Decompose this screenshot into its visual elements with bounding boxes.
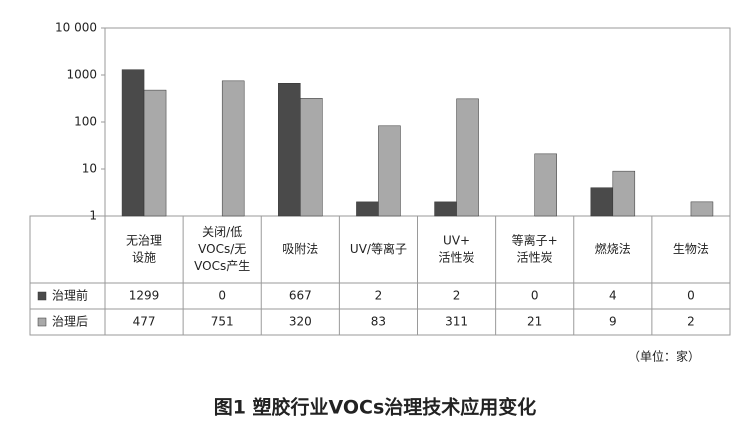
table-value: 4 <box>609 289 617 303</box>
bar <box>143 89 167 217</box>
bar <box>456 98 479 217</box>
plot-frame <box>104 27 731 217</box>
table-value: 0 <box>218 289 226 303</box>
y-tick-label: 10 <box>82 162 97 176</box>
table-value: 0 <box>687 289 695 303</box>
category-label: 等离子+ <box>512 233 558 248</box>
y-tick-label: 1 <box>89 209 97 223</box>
table-value: 83 <box>371 315 386 329</box>
table-value: 751 <box>211 315 234 329</box>
category-label: 燃烧法 <box>595 241 631 256</box>
legend-label: 治理后 <box>52 315 88 329</box>
y-tick-label: 1000 <box>66 68 97 82</box>
table-value: 311 <box>445 315 468 329</box>
table-value: 0 <box>531 289 539 303</box>
bar <box>534 153 557 217</box>
category-label: 吸附法 <box>282 242 318 256</box>
y-tick-label: 10 000 <box>55 21 97 35</box>
category-label: 活性炭 <box>517 251 553 265</box>
bar <box>612 170 636 217</box>
category-label: 关闭/低 <box>202 225 242 239</box>
category-label: 生物法 <box>673 242 709 256</box>
category-label: UV+ <box>443 234 470 248</box>
chart-title: 图1 塑胶行业VOCs治理技术应用变化 <box>214 396 537 419</box>
bar <box>690 201 714 217</box>
legend-label: 治理前 <box>52 288 88 303</box>
legend-swatch <box>37 317 47 327</box>
category-label: 设施 <box>132 251 156 265</box>
table-value: 9 <box>609 315 617 329</box>
table-value: 1299 <box>129 289 160 303</box>
category-label: 无治理 <box>126 234 162 248</box>
table-value: 477 <box>133 315 156 329</box>
table-value: 2 <box>375 289 383 303</box>
category-label: 活性炭 <box>439 251 475 265</box>
y-tick-label: 100 <box>74 115 97 129</box>
bar <box>590 187 614 217</box>
table-value: 2 <box>453 289 461 303</box>
bar <box>121 69 145 217</box>
category-label: VOCs/无 <box>198 242 246 256</box>
bar <box>356 201 379 217</box>
table-value: 21 <box>527 315 542 329</box>
category-label: VOCs产生 <box>194 259 250 273</box>
table-value: 667 <box>289 289 312 303</box>
bar <box>378 125 401 217</box>
unit-note: （单位：家） <box>628 349 700 364</box>
legend-swatch <box>37 291 47 301</box>
bar <box>300 98 323 217</box>
category-label: UV/等离子 <box>350 241 407 256</box>
table-value: 2 <box>687 315 695 329</box>
table-value: 320 <box>289 315 312 329</box>
bar <box>278 83 301 217</box>
bar <box>221 80 245 217</box>
bar <box>434 201 457 217</box>
